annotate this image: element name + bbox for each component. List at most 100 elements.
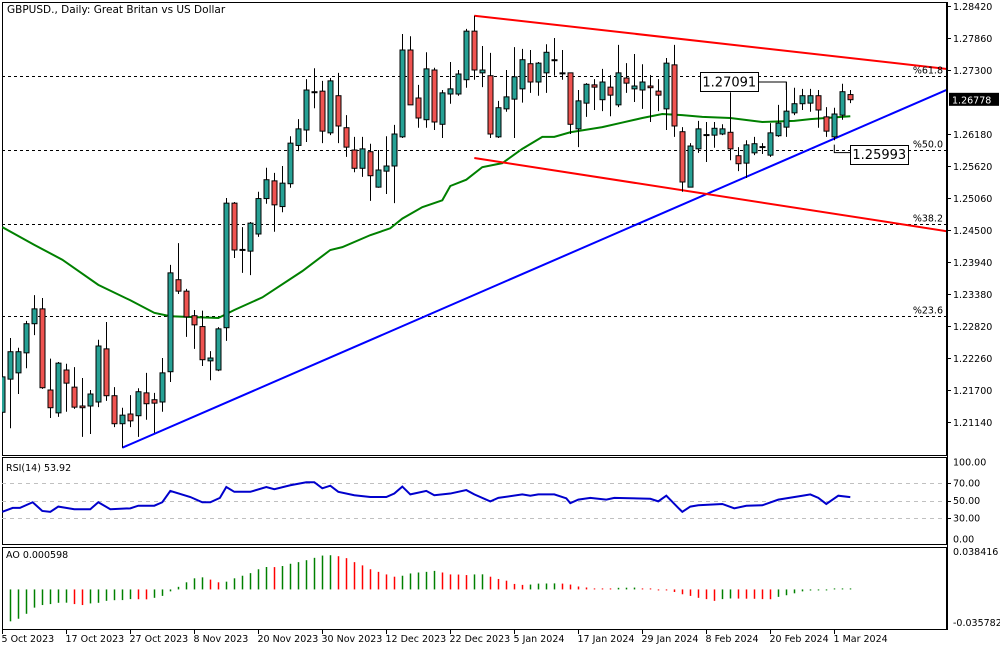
candle-body-bullish — [519, 59, 526, 90]
support-trendline — [121, 89, 946, 449]
candle-body-bullish — [7, 351, 14, 380]
rsi-pane[interactable] — [1, 457, 947, 545]
ao-pane[interactable] — [2, 547, 947, 630]
price-label-leader — [833, 144, 851, 154]
candle — [663, 58, 670, 130]
price-axis-label: 1.24500 — [953, 226, 992, 237]
candle — [135, 388, 142, 437]
candle-body-bearish — [271, 180, 278, 206]
candle — [159, 358, 166, 412]
candle — [151, 392, 158, 433]
current-price-value: 1.26778 — [952, 95, 991, 106]
candle — [487, 52, 494, 138]
candle — [103, 322, 110, 401]
price-axis-label: 1.23940 — [953, 258, 992, 269]
ao-axis-label-min: -0.035782 — [953, 618, 1000, 629]
candle-body-bearish — [311, 91, 318, 94]
candle — [679, 127, 686, 192]
candle-body-bearish — [823, 116, 830, 132]
candle — [399, 34, 406, 138]
candle-body-bearish — [367, 151, 374, 177]
candle-body-bullish — [479, 69, 486, 74]
channel-upper-trendline — [474, 14, 946, 70]
candle-body-bullish — [791, 103, 798, 114]
candle — [479, 46, 486, 88]
candle-body-bearish — [591, 84, 598, 88]
candle-body-bullish — [215, 328, 222, 371]
candle-body-bearish — [127, 413, 134, 422]
candle — [847, 90, 854, 104]
candle-body-bullish — [423, 68, 430, 121]
candle-body-bullish — [55, 362, 62, 414]
price-axis-label: 1.23380 — [953, 290, 992, 301]
candle — [759, 143, 766, 154]
candle — [815, 90, 822, 128]
candle-body-bearish — [471, 30, 478, 71]
candle-body-bullish — [87, 393, 94, 407]
candle — [543, 44, 550, 93]
candle-body-bullish — [95, 345, 102, 403]
candle — [383, 136, 390, 194]
candle-body-bullish — [391, 133, 398, 167]
candle — [527, 50, 534, 93]
candle — [415, 84, 422, 128]
candle-body-bullish — [775, 122, 782, 137]
candle-body-bearish — [567, 72, 574, 125]
candle-body-bullish — [135, 391, 142, 417]
candle-body-bearish — [47, 389, 54, 409]
price-axis-label: 1.27860 — [953, 34, 992, 45]
candle — [79, 378, 86, 437]
candle-body-bullish — [511, 76, 518, 100]
candle — [407, 36, 414, 106]
candle — [607, 75, 614, 117]
candle-body-bullish — [23, 323, 30, 354]
candle-body-bullish — [295, 128, 302, 146]
candle — [231, 202, 238, 258]
candle — [55, 362, 62, 417]
price-axis-label: 1.27300 — [953, 66, 992, 77]
candle — [807, 88, 814, 112]
candle-body-bearish — [319, 90, 326, 132]
candle — [583, 83, 590, 117]
price-axis-label: 1.26180 — [953, 130, 992, 141]
candle — [831, 107, 838, 141]
candle-body-bullish — [535, 62, 542, 83]
date-axis-label: 5 Oct 2023 — [2, 634, 55, 645]
candle-body-bullish — [279, 182, 286, 208]
candle — [471, 15, 478, 80]
candle — [735, 147, 742, 172]
candle — [143, 372, 150, 420]
candle-body-bullish — [375, 169, 382, 188]
candle-body-bullish — [247, 222, 254, 252]
candle — [559, 50, 566, 80]
price-pane[interactable]: %61.8 %50.0 %38.2 %23.6 1.27091 1.25993 — [0, 2, 947, 456]
candle-body-bullish — [575, 100, 582, 130]
price-axis-label: 1.25060 — [953, 194, 992, 205]
candle-body-bearish — [727, 131, 734, 150]
candle-body-bullish — [255, 198, 262, 235]
candle-body-bearish — [231, 202, 238, 251]
candle-body-bullish — [167, 272, 174, 373]
candle-body-bearish — [199, 326, 206, 361]
candle — [495, 100, 502, 138]
date-axis-label: 8 Nov 2023 — [194, 634, 249, 645]
candle-body-bullish — [119, 414, 126, 425]
candle-body-bearish — [487, 75, 494, 135]
candle-body-bullish — [783, 110, 790, 128]
candle — [799, 88, 806, 110]
candle — [351, 136, 358, 173]
candle-body-bullish — [807, 95, 814, 104]
candle-body-bullish — [223, 202, 230, 329]
candle-body-bullish — [159, 372, 166, 403]
candle — [31, 295, 38, 336]
candle-body-bullish — [303, 89, 310, 131]
candle-body-bullish — [703, 134, 710, 137]
candle-body-bullish — [599, 81, 606, 101]
candle-body-bullish — [687, 145, 694, 188]
candle-body-bullish — [399, 49, 406, 138]
candle — [823, 107, 830, 137]
candle-body-bearish — [551, 59, 558, 62]
current-price-tag — [949, 92, 999, 106]
candle — [167, 264, 174, 382]
